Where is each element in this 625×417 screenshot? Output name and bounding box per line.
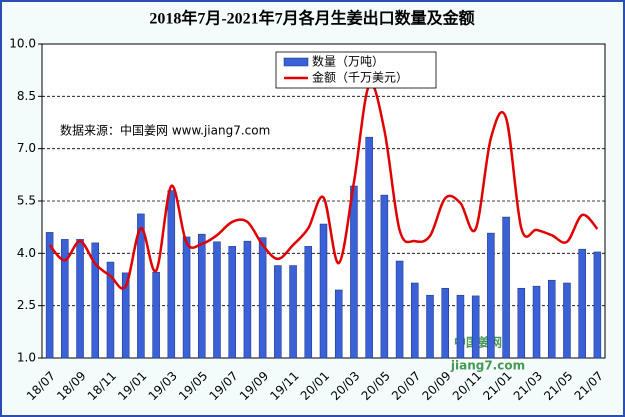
bar bbox=[182, 236, 191, 359]
bar bbox=[319, 223, 328, 359]
bar bbox=[593, 251, 602, 359]
bar bbox=[45, 232, 54, 359]
bar bbox=[91, 242, 100, 359]
bar bbox=[563, 282, 571, 359]
y-tick-label: 8.5 bbox=[17, 89, 36, 103]
bar bbox=[152, 271, 160, 359]
bar bbox=[517, 287, 526, 359]
legend-label: 数量（万吨） bbox=[312, 54, 384, 69]
bar bbox=[198, 233, 206, 359]
bar bbox=[167, 190, 176, 359]
bar bbox=[350, 185, 358, 359]
bar bbox=[456, 294, 465, 359]
bar bbox=[258, 237, 267, 359]
bar bbox=[578, 248, 586, 359]
watermark-url: jiang7.com bbox=[450, 359, 525, 373]
bar bbox=[289, 265, 297, 359]
chart-title: 2018年7月-2021年7月各月生姜出口数量及金额 bbox=[149, 9, 474, 28]
y-tick-label: 7.0 bbox=[17, 141, 36, 155]
y-tick-label: 10.0 bbox=[9, 37, 36, 51]
legend-label: 金额（千万美元） bbox=[312, 70, 408, 85]
bar bbox=[213, 241, 221, 359]
bar bbox=[274, 265, 282, 359]
annotation: 数据来源：中国姜网 www.jiang7.com bbox=[60, 123, 270, 138]
bar bbox=[61, 239, 69, 359]
bar bbox=[395, 260, 404, 359]
y-tick-label: 2.5 bbox=[17, 298, 36, 312]
bar bbox=[411, 282, 419, 359]
bar bbox=[304, 246, 313, 359]
bar bbox=[365, 136, 373, 359]
y-tick-label: 4.0 bbox=[17, 246, 36, 260]
bar bbox=[137, 213, 145, 359]
bar bbox=[441, 287, 449, 359]
bar bbox=[471, 295, 480, 359]
bar bbox=[106, 261, 115, 359]
bar bbox=[228, 246, 236, 359]
bar bbox=[547, 279, 556, 359]
bar bbox=[121, 272, 130, 359]
bar bbox=[334, 289, 343, 359]
bar bbox=[426, 294, 434, 359]
bar bbox=[380, 194, 389, 359]
y-tick-label: 1.0 bbox=[17, 351, 36, 365]
bar bbox=[243, 240, 252, 359]
bar bbox=[502, 216, 510, 359]
bar bbox=[76, 239, 84, 359]
bar bbox=[487, 232, 495, 359]
line bbox=[48, 82, 599, 290]
y-tick-label: 5.5 bbox=[17, 194, 36, 208]
bar bbox=[532, 285, 541, 359]
legend-swatch bbox=[283, 57, 309, 67]
